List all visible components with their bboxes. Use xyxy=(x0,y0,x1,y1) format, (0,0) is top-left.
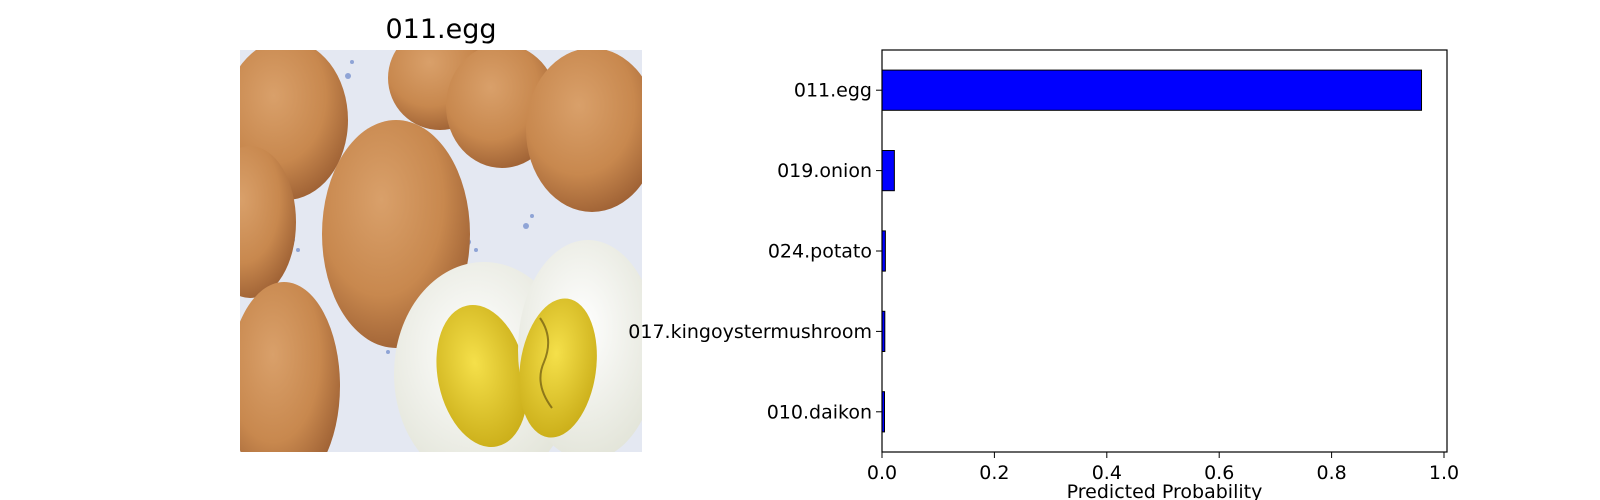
x-tick-label: 0.2 xyxy=(979,462,1009,484)
y-tick-label: 010.daikon xyxy=(767,401,872,423)
egg-half-left-yolk xyxy=(436,304,528,448)
y-tick-label: 024.potato xyxy=(768,241,872,263)
egg-mid-left xyxy=(240,146,296,298)
x-axis-label: Predicted Probability xyxy=(1067,481,1263,500)
x-tick-label: 0.0 xyxy=(867,462,897,484)
egg-photo xyxy=(240,50,642,452)
y-tick-label: 017.kingoystermushroom xyxy=(628,321,872,343)
y-tick-label: 011.egg xyxy=(794,80,872,102)
bar-011.egg xyxy=(881,69,1423,111)
egg-top-right-2 xyxy=(526,50,642,212)
bar-019.onion xyxy=(881,150,895,192)
x-tick-label: 0.4 xyxy=(1092,462,1122,484)
egg-bottom-left xyxy=(240,282,340,452)
egg-half-right-yolk xyxy=(519,298,597,438)
x-tick-label: 1.0 xyxy=(1429,462,1459,484)
y-tick-label: 019.onion xyxy=(777,160,872,182)
image-title: 011.egg xyxy=(385,14,497,45)
x-tick-label: 0.8 xyxy=(1316,462,1346,484)
x-tick-label: 0.6 xyxy=(1204,462,1234,484)
yolk-crack-line xyxy=(539,317,553,409)
